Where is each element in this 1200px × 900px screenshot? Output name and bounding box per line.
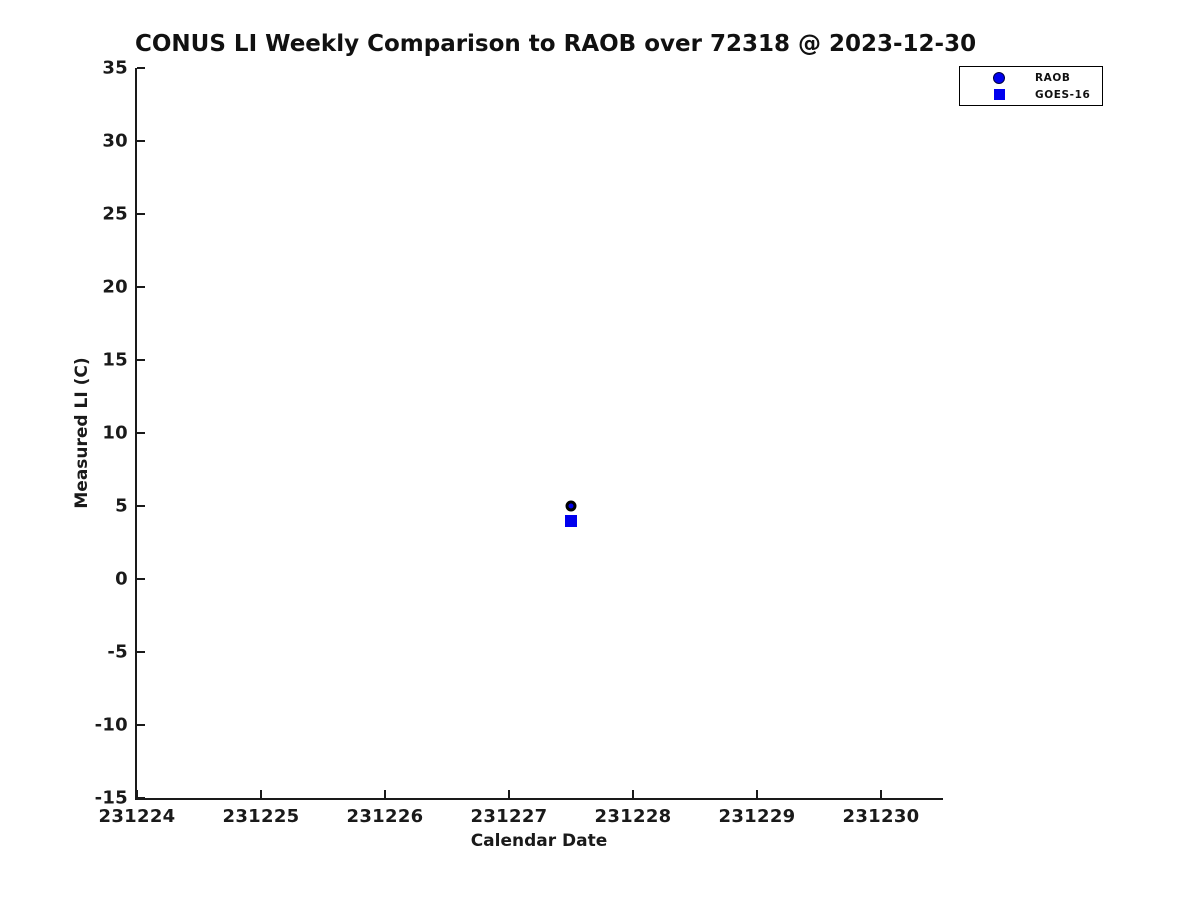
x-tick-mark	[508, 790, 510, 798]
x-tick-mark	[880, 790, 882, 798]
y-axis-label: Measured LI (C)	[72, 357, 92, 509]
x-tick-label: 231228	[594, 806, 672, 827]
x-tick-mark	[260, 790, 262, 798]
x-tick-label: 231224	[98, 806, 176, 827]
legend-item-raob: RAOB	[960, 71, 1102, 85]
y-tick-label: 5	[115, 495, 128, 517]
y-tick-mark	[137, 286, 145, 288]
x-axis-label: Calendar Date	[470, 831, 608, 851]
y-tick-label: 35	[102, 57, 128, 79]
x-tick-label: 231226	[346, 806, 424, 827]
legend-label-goes16: GOES-16	[1035, 88, 1091, 101]
y-tick-label: -10	[94, 714, 128, 736]
x-tick-label: 231229	[718, 806, 796, 827]
data-point-raob	[565, 500, 577, 512]
x-tick-mark	[136, 790, 138, 798]
y-tick-mark	[137, 213, 145, 215]
x-tick-mark	[756, 790, 758, 798]
goes16-square-marker-icon	[994, 89, 1005, 100]
y-tick-label: 25	[102, 203, 128, 225]
y-tick-mark	[137, 505, 145, 507]
legend-label-raob: RAOB	[1035, 71, 1071, 84]
y-tick-mark	[137, 432, 145, 434]
y-tick-label: 0	[115, 568, 128, 590]
y-tick-label: 20	[102, 276, 128, 298]
y-tick-label: 30	[102, 130, 128, 152]
y-tick-mark	[137, 578, 145, 580]
y-tick-label: 15	[102, 349, 128, 371]
y-tick-mark	[137, 724, 145, 726]
raob-circle-marker-icon	[993, 71, 1005, 84]
plot-area: -15 -10 -5 0 5 10 15 20 25 30 35 231224 231225 231226…	[95, 58, 943, 827]
legend-item-goes16: GOES-16	[960, 88, 1102, 102]
y-tick-mark	[137, 797, 145, 799]
x-tick-label: 231225	[222, 806, 300, 827]
legend: RAOB GOES-16	[959, 66, 1103, 106]
y-tick-mark	[137, 359, 145, 361]
y-tick-label: 10	[102, 422, 128, 444]
chart-title: CONUS LI Weekly Comparison to RAOB over …	[135, 31, 977, 57]
x-tick-mark	[632, 790, 634, 798]
y-tick-label: -5	[107, 641, 128, 663]
y-tick-mark	[137, 67, 145, 69]
data-point-goes-16	[565, 514, 577, 527]
y-tick-mark	[137, 140, 145, 142]
x-tick-label: 231230	[842, 806, 920, 827]
y-tick-mark	[137, 651, 145, 653]
x-tick-mark	[384, 790, 386, 798]
y-tick-label: -15	[94, 787, 128, 809]
x-tick-label: 231227	[470, 806, 548, 827]
